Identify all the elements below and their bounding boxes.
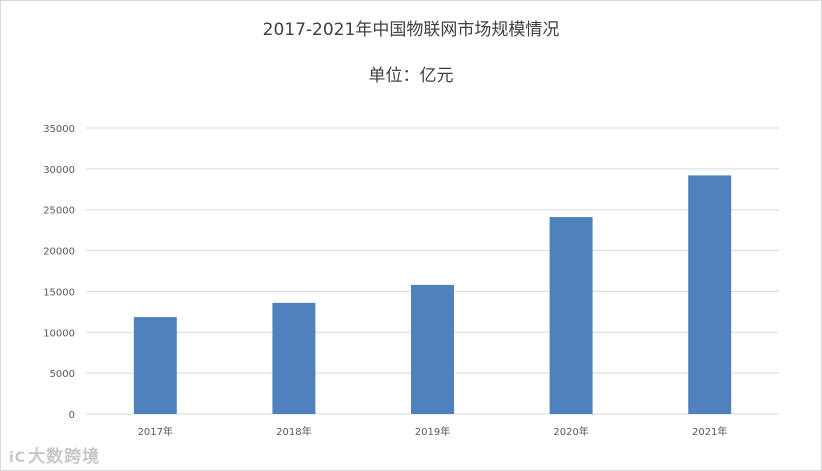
y-tick-label: 20000 (43, 247, 75, 258)
chart-subtitle: 单位：亿元 (368, 66, 454, 86)
chart-title: 2017-2021年中国物联网市场规模情况 (262, 20, 560, 40)
y-tick-label: 35000 (43, 124, 75, 135)
y-tick-label: 30000 (43, 165, 75, 176)
bar (549, 217, 593, 414)
y-tick-label: 25000 (43, 206, 75, 217)
watermark-text: 大数跨境 (28, 447, 101, 467)
x-tick-label: 2017年 (138, 425, 173, 438)
y-tick-label: 10000 (43, 328, 75, 339)
bar (272, 302, 316, 414)
y-tick-label: 0 (69, 410, 75, 421)
y-tick-label: 5000 (50, 369, 75, 380)
watermark-logo: iC 大数跨境 (9, 442, 100, 467)
x-tick-label: 2020年 (553, 425, 588, 438)
bar (688, 175, 732, 414)
bar (133, 317, 177, 414)
x-tick-label: 2019年 (415, 425, 450, 438)
y-tick-label: 15000 (43, 287, 75, 298)
bar (411, 284, 454, 414)
x-tick-label: 2018年 (276, 425, 311, 438)
watermark-mark: iC (9, 450, 27, 466)
x-tick-label: 2021年 (692, 425, 727, 438)
